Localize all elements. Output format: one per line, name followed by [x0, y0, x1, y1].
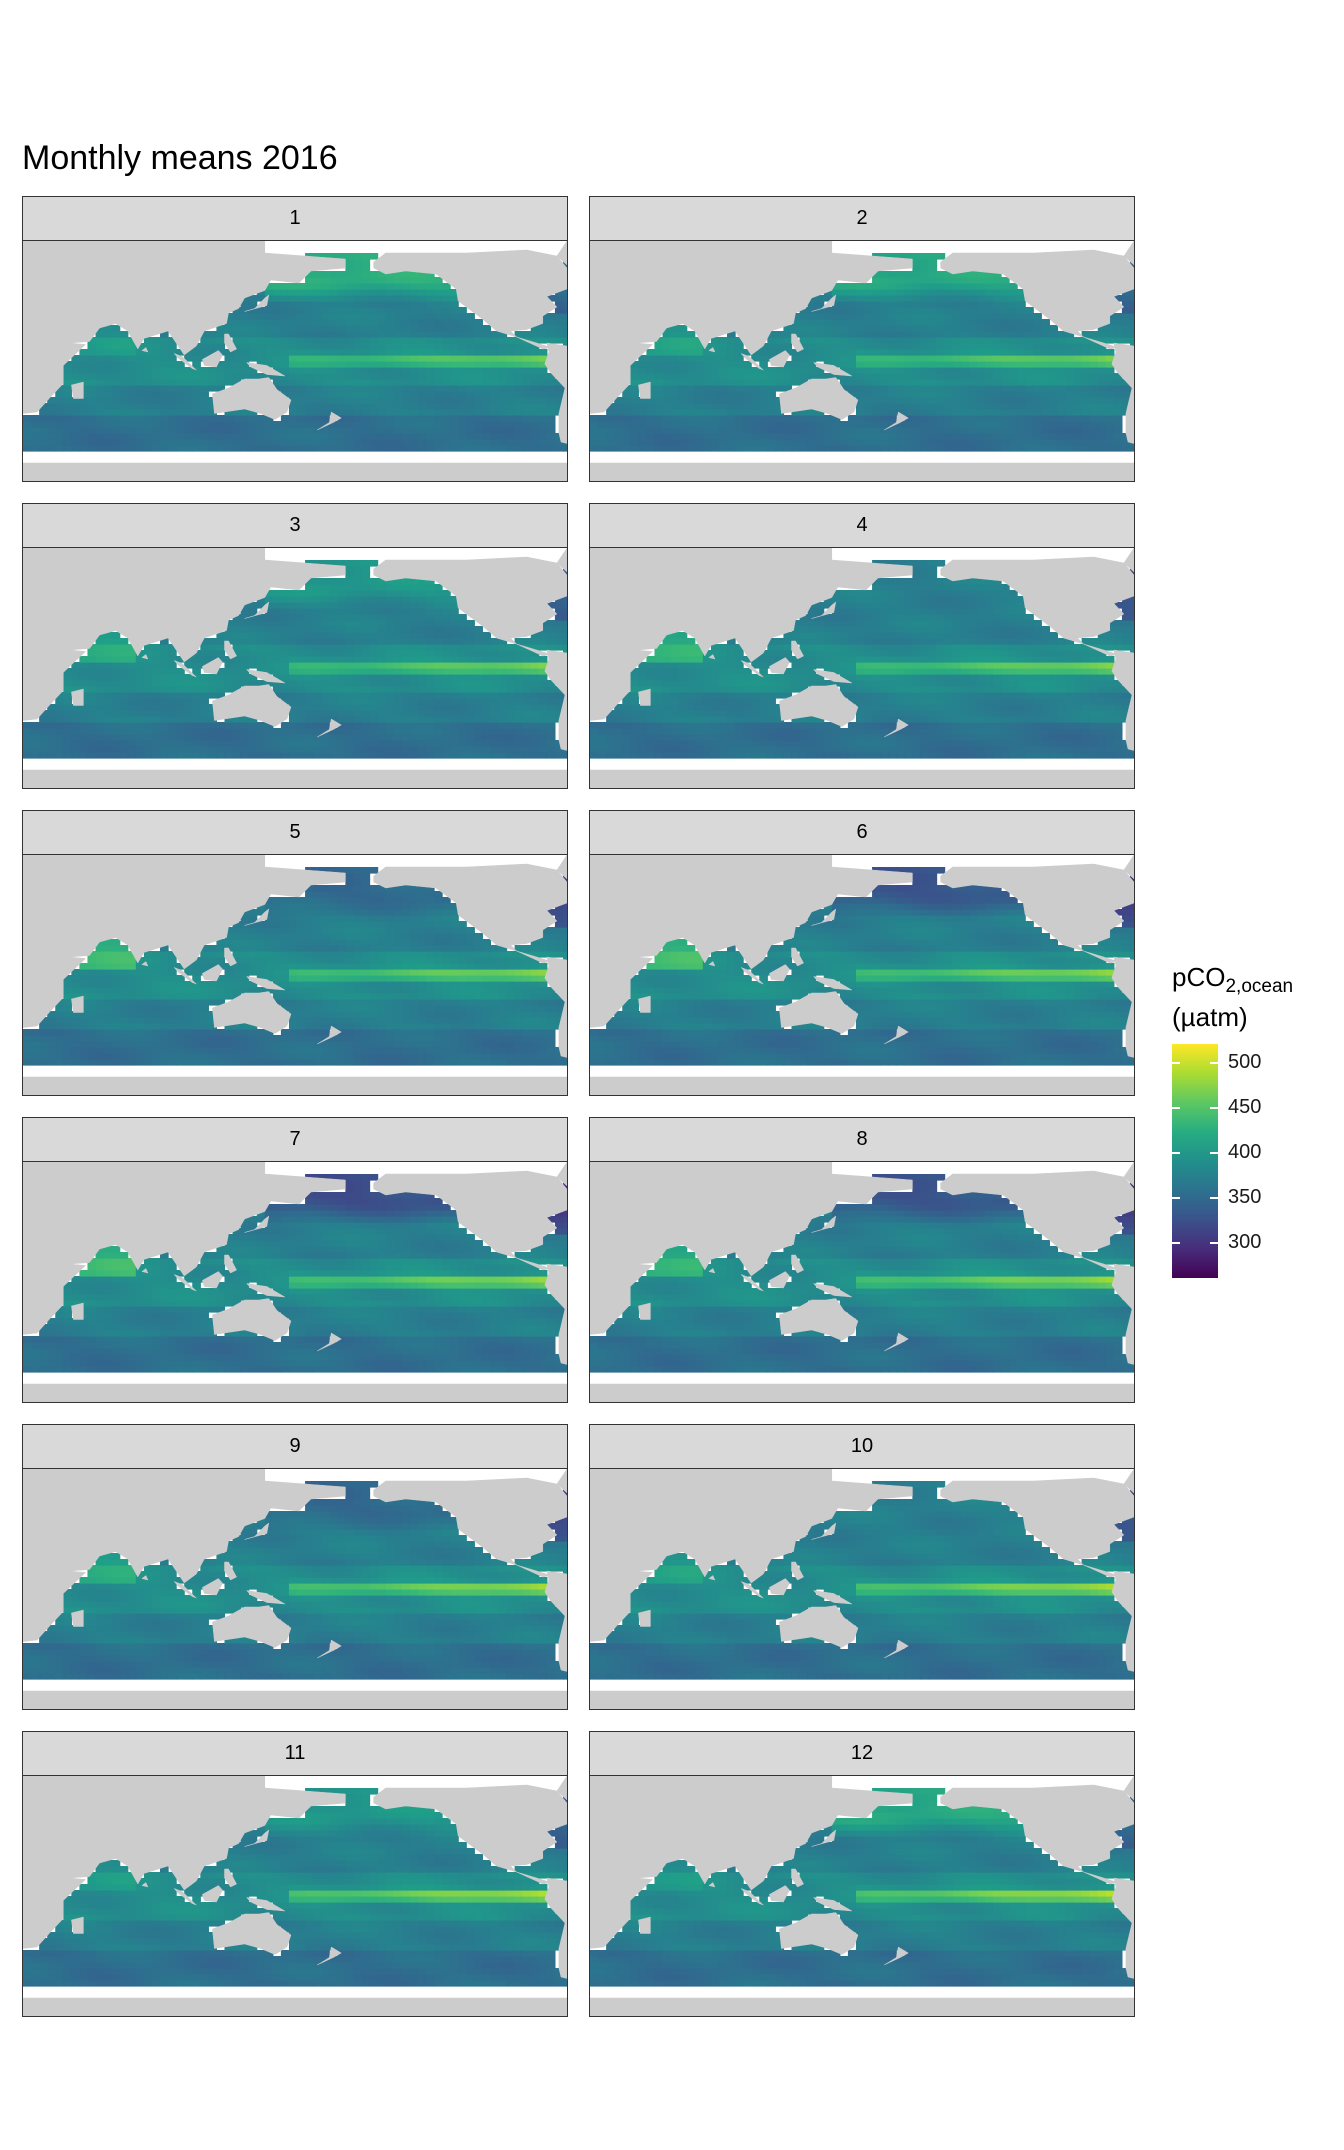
colorbar-legend: pCO2,ocean (µatm) 300 350 400 450 500	[1172, 962, 1342, 1282]
land-polygons	[590, 1469, 1134, 1709]
ocean-pco2-cells	[23, 1481, 567, 1680]
ocean-pco2-cells	[590, 253, 1134, 452]
map-area	[589, 240, 1135, 482]
legend-tick-label: 400	[1228, 1141, 1262, 1163]
facet-strip-label: 8	[589, 1117, 1135, 1162]
facet-panel-month-4: 4	[589, 503, 1135, 789]
ocean-pco2-cells	[23, 1174, 567, 1373]
facet-strip-label: 5	[22, 810, 568, 855]
pco2-map	[23, 548, 567, 788]
ocean-pco2-cells	[23, 253, 567, 452]
facet-panel-month-8: 8	[589, 1117, 1135, 1403]
map-area	[22, 1161, 568, 1403]
facet-strip-label: 2	[589, 196, 1135, 241]
legend-title: pCO2,ocean	[1172, 962, 1342, 1002]
facet-panel-month-2: 2	[589, 196, 1135, 482]
map-area	[22, 1468, 568, 1710]
map-area	[22, 1775, 568, 2017]
land-polygons	[590, 548, 1134, 788]
legend-title-main: pCO	[1172, 962, 1226, 992]
facet-strip-label: 9	[22, 1424, 568, 1469]
land-polygons	[23, 855, 567, 1095]
facet-panel-month-11: 11	[22, 1731, 568, 2017]
facet-strip-label: 11	[22, 1731, 568, 1776]
pco2-map	[590, 1162, 1134, 1402]
map-area	[589, 1468, 1135, 1710]
figure-title: Monthly means 2016	[22, 139, 338, 177]
facet-strip-label: 1	[22, 196, 568, 241]
pco2-map	[23, 1162, 567, 1402]
legend-colorbar	[1172, 1044, 1218, 1278]
facet-panel-month-12: 12	[589, 1731, 1135, 2017]
land-polygons	[590, 241, 1134, 481]
pco2-map	[23, 241, 567, 481]
facet-strip-label: 10	[589, 1424, 1135, 1469]
ocean-pco2-cells	[23, 867, 567, 1066]
facet-strip-label: 3	[22, 503, 568, 548]
land-polygons	[590, 855, 1134, 1095]
facet-strip-label: 12	[589, 1731, 1135, 1776]
ocean-pco2-cells	[23, 1788, 567, 1987]
legend-unit: (µatm)	[1172, 1002, 1248, 1032]
map-area	[589, 1161, 1135, 1403]
land-polygons	[23, 1162, 567, 1402]
pco2-map	[590, 1469, 1134, 1709]
ocean-pco2-cells	[590, 867, 1134, 1066]
land-polygons	[23, 548, 567, 788]
facet-panel-month-7: 7	[22, 1117, 568, 1403]
ocean-pco2-cells	[590, 1481, 1134, 1680]
facet-panel-month-10: 10	[589, 1424, 1135, 1710]
facet-strip-label: 4	[589, 503, 1135, 548]
facet-strip-label: 7	[22, 1117, 568, 1162]
land-polygons	[23, 1469, 567, 1709]
map-area	[589, 854, 1135, 1096]
pco2-map	[590, 548, 1134, 788]
legend-tick-label: 350	[1228, 1186, 1262, 1208]
map-area	[22, 240, 568, 482]
map-area	[22, 854, 568, 1096]
facet-panel-month-6: 6	[589, 810, 1135, 1096]
map-area	[589, 1775, 1135, 2017]
pco2-map	[590, 1776, 1134, 2016]
land-polygons	[590, 1162, 1134, 1402]
pco2-map	[23, 1776, 567, 2016]
land-polygons	[23, 241, 567, 481]
land-polygons	[590, 1776, 1134, 2016]
pco2-map	[23, 855, 567, 1095]
legend-tick-label: 300	[1228, 1231, 1262, 1253]
pco2-map	[23, 1469, 567, 1709]
map-area	[22, 547, 568, 789]
facet-panel-month-9: 9	[22, 1424, 568, 1710]
land-polygons	[23, 1776, 567, 2016]
pco2-map	[590, 241, 1134, 481]
pco2-map	[590, 855, 1134, 1095]
map-area	[589, 547, 1135, 789]
facet-panel-month-1: 1	[22, 196, 568, 482]
ocean-pco2-cells	[590, 560, 1134, 759]
facet-strip-label: 6	[589, 810, 1135, 855]
legend-tick-label: 500	[1228, 1051, 1262, 1073]
facet-panel-month-3: 3	[22, 503, 568, 789]
legend-tick-label: 450	[1228, 1096, 1262, 1118]
ocean-pco2-cells	[590, 1788, 1134, 1987]
facet-panel-month-5: 5	[22, 810, 568, 1096]
legend-title-subscript: 2,ocean	[1225, 976, 1294, 997]
